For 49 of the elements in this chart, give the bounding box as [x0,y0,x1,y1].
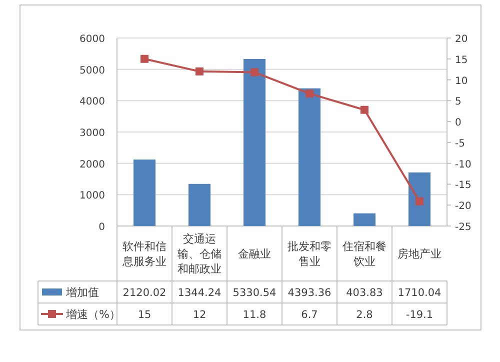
data-label: 403.83 [346,287,383,299]
y2-tick-label: 5 [455,96,462,108]
data-label: 2120.02 [122,287,166,299]
y-tick-label: 3000 [80,128,105,139]
point [196,67,204,76]
data-label: 11.8 [242,309,266,321]
x-tick-label: 房地产业 [398,248,442,260]
y2-tick-label: 15 [455,54,468,66]
data-label: 6.7 [301,309,318,321]
bar [408,172,430,226]
x-tick-label: 交通运输、仓储和邮政业 [178,232,222,276]
bar [298,88,320,226]
data-label: 4393.36 [288,287,332,299]
point [306,90,314,98]
point [250,68,258,76]
y2-tick-label: 10 [455,76,468,87]
data-label: 15 [138,309,152,321]
y2-tick-label: 0 [455,118,462,129]
y-tick-label: 2000 [80,159,105,170]
x-tick-label: 金融业 [238,248,271,260]
x-tick-label: 软件和信息服务业 [122,240,166,268]
y-tick-label: 0 [98,222,105,233]
data-label: 1344.24 [178,287,222,299]
y2-tick-label: -10 [455,159,472,170]
y2-tick-label: -20 [455,201,472,212]
data-label: -19.1 [406,309,434,321]
x-tick-label: 批发和零售业 [288,240,332,268]
legend-label: 增加值 [65,286,99,299]
legend-label: 增速（%） [65,308,120,321]
bar [244,58,266,226]
point [140,54,148,63]
point [360,106,368,114]
bar [188,184,210,226]
y2-tick-label: -15 [455,180,472,192]
y-tick-label: 1000 [80,190,105,202]
data-label: 2.8 [356,309,373,321]
data-label: 1710.04 [398,287,442,299]
y-tick-label: 6000 [80,34,105,45]
y-tick-label: 4000 [80,96,105,108]
bar [134,160,156,226]
x-tick-label: 住宿和餐饮业 [342,240,386,268]
data-label: 5330.54 [232,287,277,299]
data-label: 12 [192,309,206,321]
y2-tick-label: -25 [455,222,472,233]
y2-tick-label: 20 [455,34,468,45]
bar [354,213,376,226]
point [416,197,424,206]
y2-tick-label: -5 [455,138,465,150]
y-tick-label: 5000 [80,65,105,76]
